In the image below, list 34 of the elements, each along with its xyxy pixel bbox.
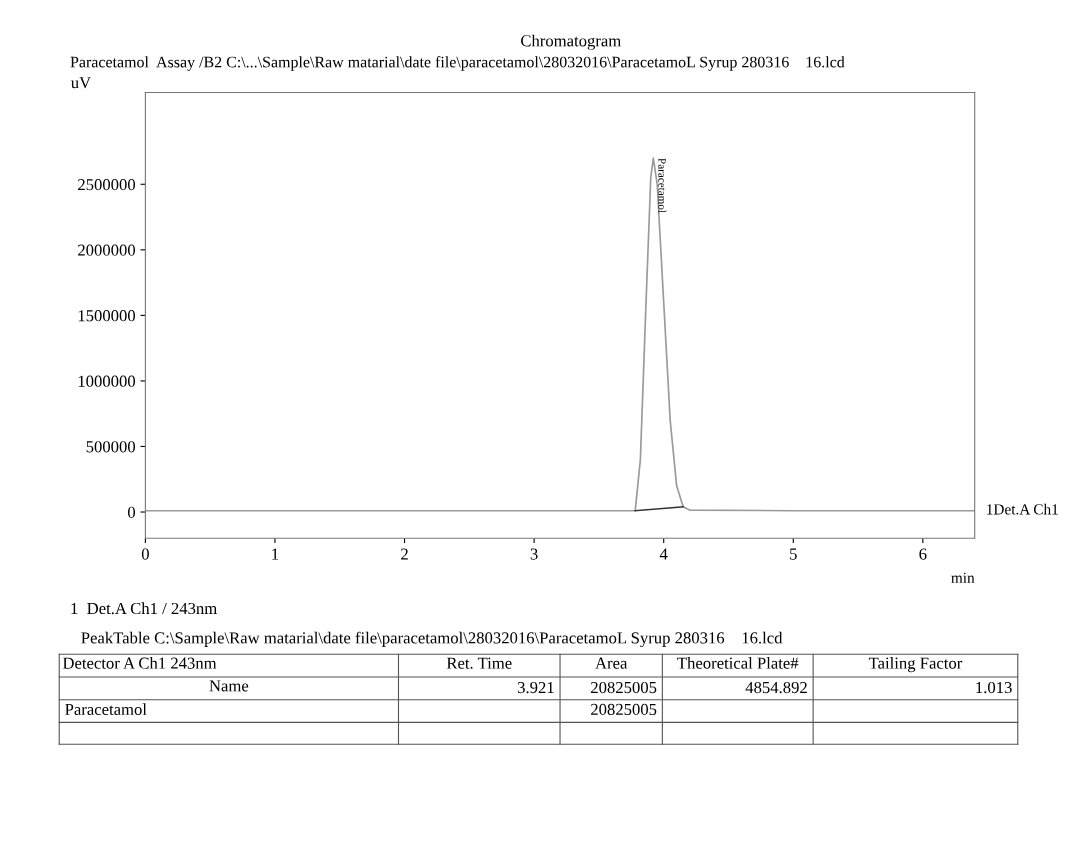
y-tick-label: 0 [127, 506, 136, 518]
text: PeakTable C:\Sample\Raw matarial\date file\paracetamol\28032016\ParacetamoL Syrup 280316 16.lcd [81, 631, 783, 647]
text: Name [209, 680, 249, 692]
y-tick-label: 500000 [86, 441, 136, 453]
text: Theoretical Plate# [677, 657, 799, 669]
text: 4854.892 [745, 681, 807, 694]
text: 3.921 [517, 681, 554, 694]
x-tick-label: 4 [659, 548, 668, 560]
text: 1.013 [976, 681, 1012, 694]
y-tick-label: 1000000 [78, 375, 136, 387]
annotation: Paracetamol [658, 158, 667, 213]
text: 1 Det.A Ch1 / 243nm [71, 602, 217, 615]
text: Detector A Ch1 243nm [62, 657, 217, 669]
x-tick-label: 0 [141, 548, 149, 560]
text: Paracetamol [65, 703, 147, 716]
x-axis-title: min [951, 572, 975, 583]
text: Area [595, 657, 628, 669]
text: 20825005 [591, 681, 657, 694]
x-tick-label: 5 [790, 548, 797, 560]
y-tick-label: 1500000 [78, 310, 136, 322]
text: Ret. Time [446, 657, 512, 669]
chart-title: Chromatogram [521, 34, 621, 50]
y-axis-title: uV [70, 77, 91, 89]
x-tick-label: 1 [272, 548, 279, 560]
y-tick-label: 2500000 [78, 178, 136, 191]
line-series [145, 157, 975, 512]
x-tick-label: 2 [401, 548, 408, 560]
y-tick-label: 2000000 [78, 244, 136, 256]
text: Tailing Factor [868, 657, 963, 673]
series-label: 1Det.A Ch1 [987, 503, 1058, 515]
x-tick-label: 3 [530, 548, 538, 560]
x-tick-label: 6 [919, 548, 927, 560]
text: 20825005 [591, 703, 657, 716]
chart-subtitle: Paracetamol Assay /B2 C:\...\Sample\Raw matarial\date file\paracetamol\28032016\ParacetamoL Syrup 280316 16.lcd [70, 56, 845, 71]
